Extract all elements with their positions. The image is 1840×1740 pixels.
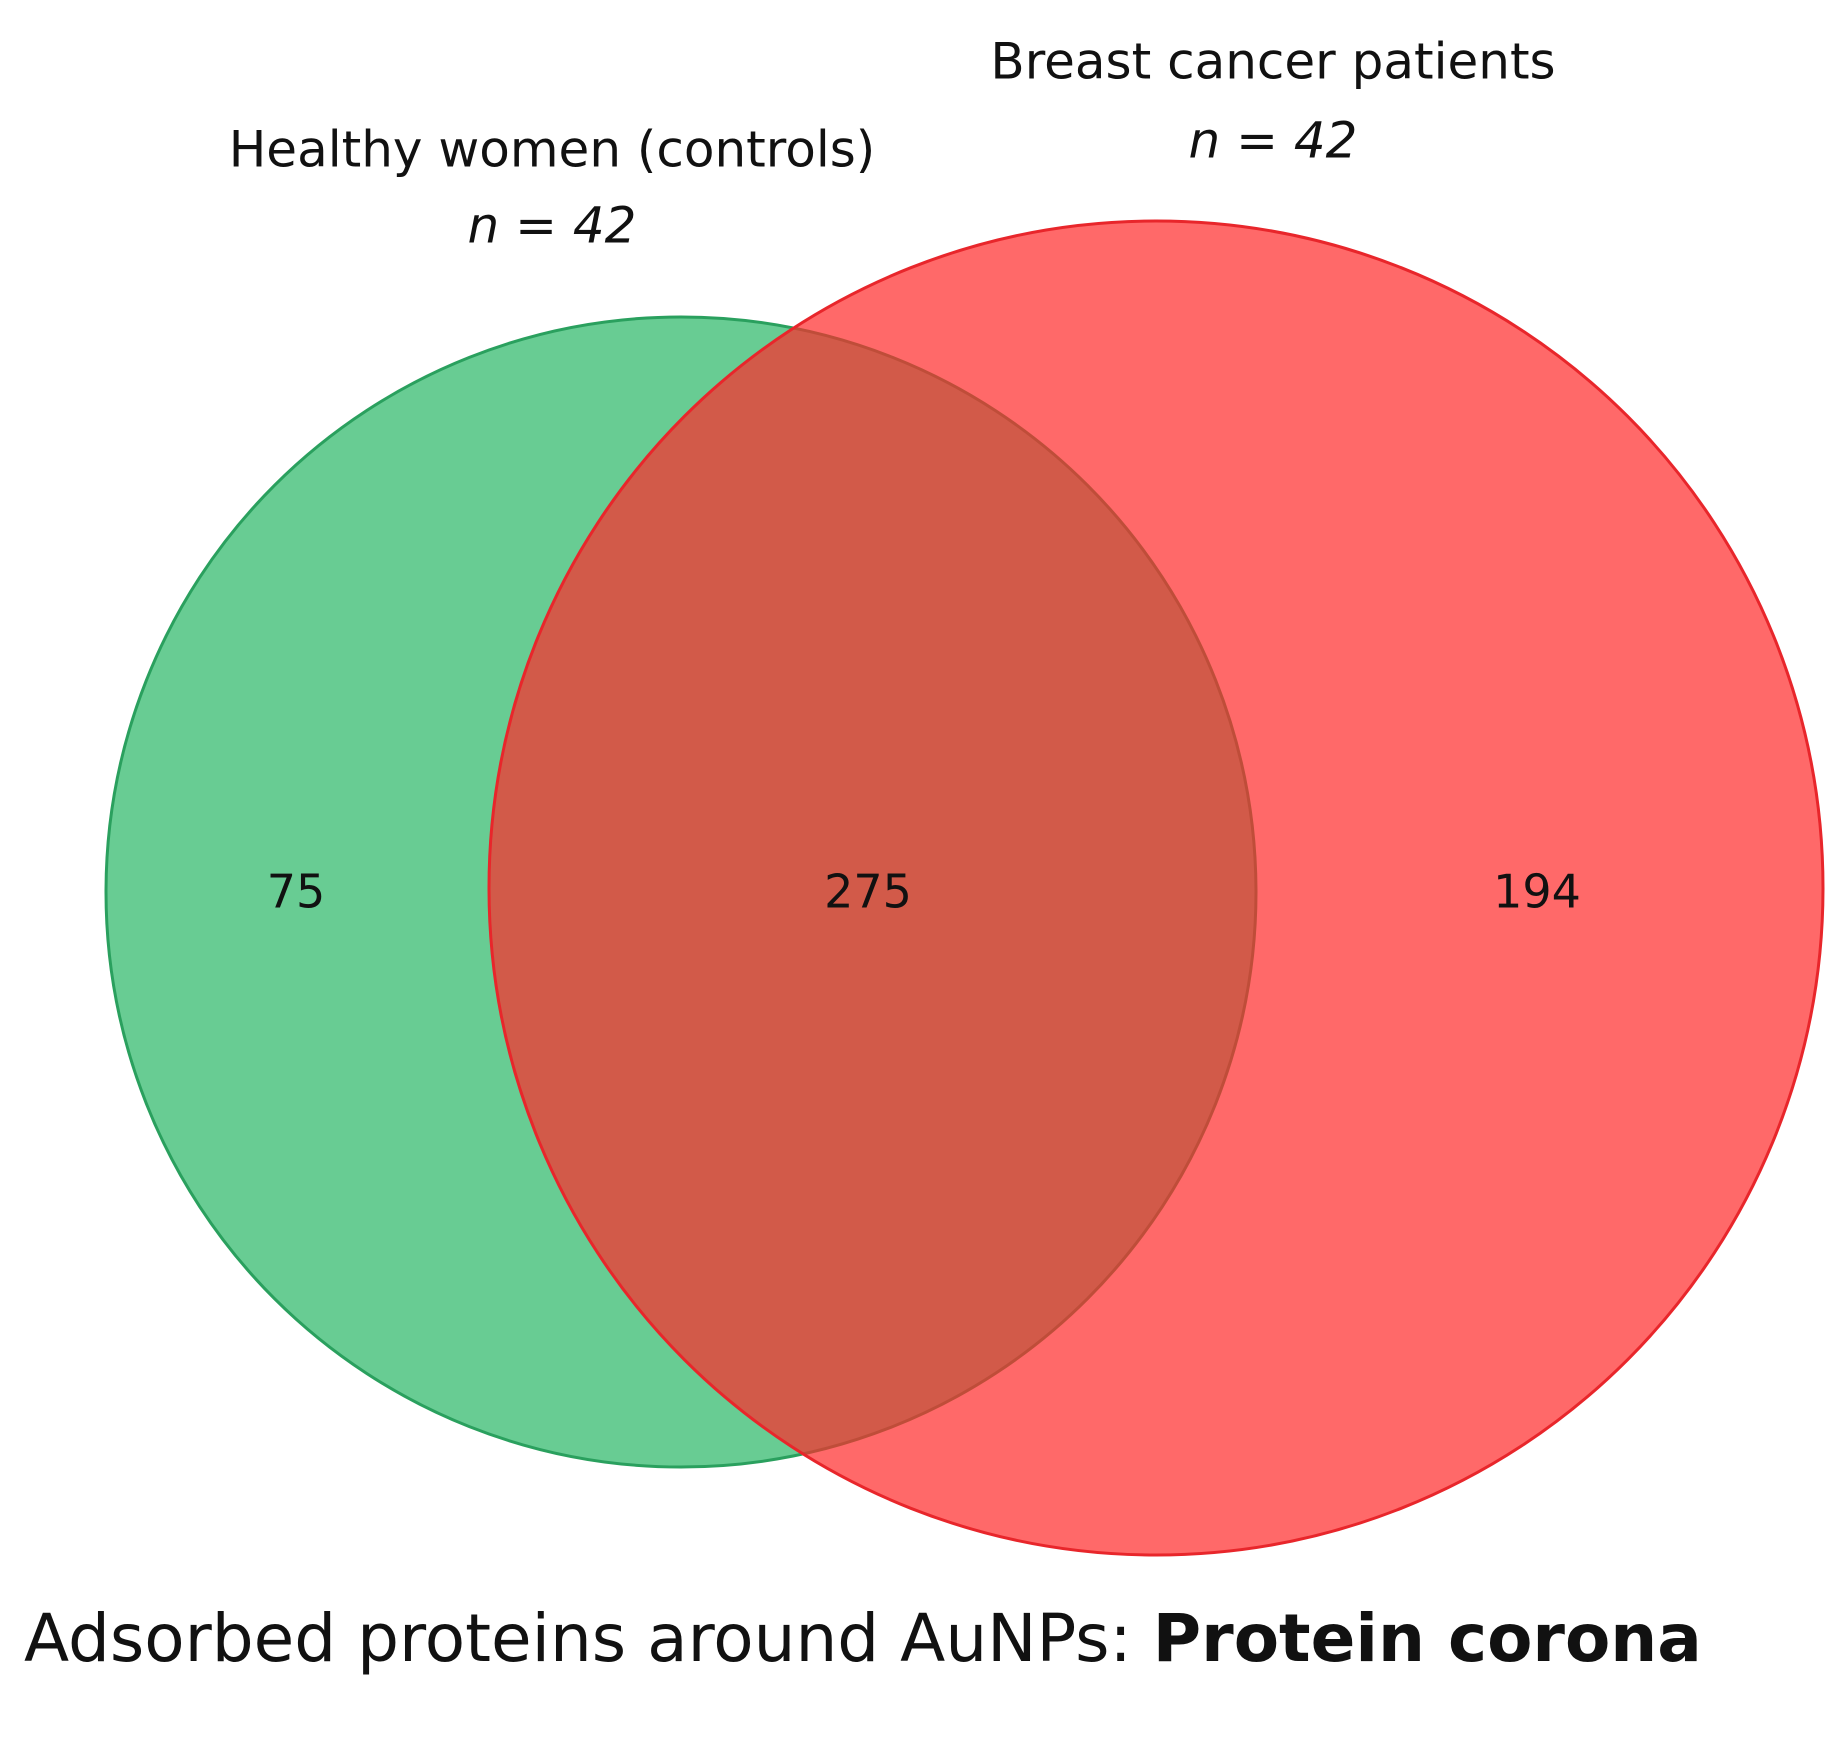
set-circle: [487, 219, 1825, 1557]
set-size: n = 42: [1189, 112, 1358, 170]
caption: Adsorbed proteins around AuNPs: Protein …: [24, 1600, 1702, 1677]
set-name: Breast cancer patients: [990, 33, 1555, 91]
circles: [104, 219, 1825, 1557]
caption-text: Adsorbed proteins around AuNPs:: [24, 1600, 1132, 1677]
set-name: Healthy women (controls): [229, 121, 876, 179]
region-value: 194: [1493, 865, 1581, 919]
set-size: n = 42: [468, 197, 637, 255]
region-value: 275: [824, 865, 912, 919]
region-value: 75: [267, 865, 326, 919]
caption-bold: Protein corona: [1153, 1600, 1702, 1677]
